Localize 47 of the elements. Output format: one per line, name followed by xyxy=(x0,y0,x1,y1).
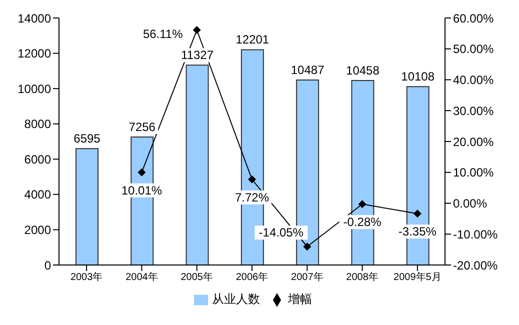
x-tick-label: 2007年 xyxy=(291,271,324,284)
x-tick-label: 2005年 xyxy=(180,271,213,284)
point xyxy=(192,26,201,34)
bar xyxy=(76,148,98,265)
x-tick-label: 2008年 xyxy=(346,271,378,284)
data-label: 6595 xyxy=(74,132,101,146)
y2-tick-label: 60.00% xyxy=(453,11,494,26)
data-label: 10458 xyxy=(346,63,380,78)
y2-tick-label: 40.00% xyxy=(453,73,494,88)
y-tick-label: 8000 xyxy=(24,117,52,132)
y-tick-label: 10000 xyxy=(18,82,52,96)
point xyxy=(138,168,146,176)
data-label: -14.05% xyxy=(258,226,304,240)
legend-label: 从业人数 xyxy=(212,292,260,306)
x-tick-label: 2003年 xyxy=(70,271,103,284)
x-tick-label: 2009年5月 xyxy=(394,271,442,284)
y2-tick-label: 20.00% xyxy=(453,134,494,149)
y-tick-label: 6000 xyxy=(24,152,52,166)
y2-tick-label: -10.00% xyxy=(453,227,498,242)
legend-label: 增幅 xyxy=(288,292,312,306)
data-label: 12201 xyxy=(236,32,270,47)
data-label: 11327 xyxy=(181,48,214,62)
point xyxy=(413,210,422,218)
y2-tick-label: -20.00% xyxy=(453,258,498,272)
data-label: 56.11% xyxy=(142,27,184,42)
x-tick-label: 2004年 xyxy=(126,271,158,284)
data-label: -3.35% xyxy=(398,224,437,239)
data-label: -0.28% xyxy=(343,215,382,230)
y-tick-label: 0 xyxy=(44,258,52,272)
data-label: 7.72% xyxy=(234,190,270,204)
y-tick-label: 12000 xyxy=(18,46,52,61)
data-label: 7256 xyxy=(128,120,156,134)
y-tick-label: 14000 xyxy=(18,11,52,26)
data-label: 10108 xyxy=(401,70,435,84)
point xyxy=(358,200,366,208)
bar xyxy=(186,64,209,265)
y-tick-label: 2000 xyxy=(24,222,52,237)
y2-tick-label: 30.00% xyxy=(453,104,494,118)
point xyxy=(248,175,256,184)
y2-tick-label: 0.00% xyxy=(453,196,488,211)
y2-tick-label: 10.00% xyxy=(453,166,494,180)
data-label: 10.01% xyxy=(121,183,162,198)
point xyxy=(303,242,312,251)
y-tick-label: 4000 xyxy=(24,188,52,202)
y2-tick-label: 50.00% xyxy=(453,42,494,56)
data-label: 10487 xyxy=(290,62,325,77)
x-tick-label: 2006年 xyxy=(236,271,268,284)
